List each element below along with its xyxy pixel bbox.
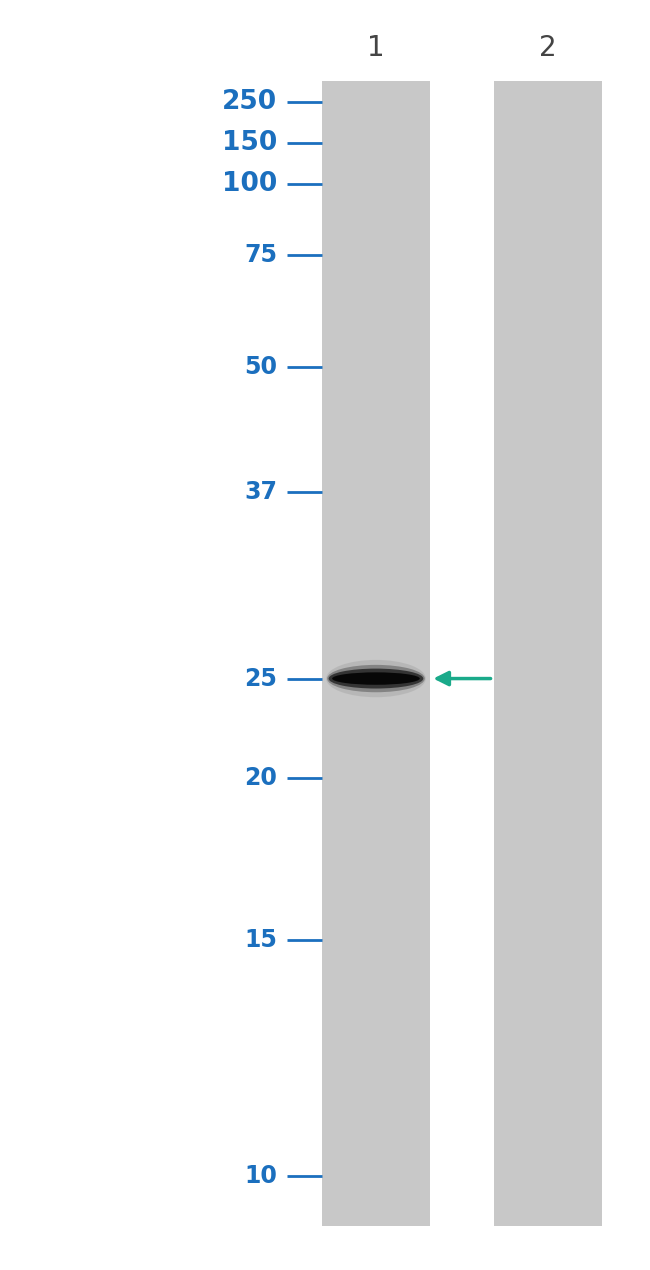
Ellipse shape [326, 660, 426, 697]
Text: 25: 25 [244, 667, 277, 691]
Bar [322, 81, 430, 1227]
Text: 10: 10 [244, 1165, 277, 1189]
Bar [494, 81, 602, 1227]
Ellipse shape [327, 665, 425, 692]
Text: 37: 37 [244, 480, 277, 504]
Text: 150: 150 [222, 131, 277, 156]
Text: 250: 250 [222, 89, 277, 116]
Text: 2: 2 [539, 34, 557, 62]
Ellipse shape [329, 668, 423, 688]
Ellipse shape [332, 672, 420, 685]
Text: 15: 15 [244, 928, 277, 952]
Text: 20: 20 [244, 766, 277, 790]
Text: 1: 1 [367, 34, 385, 62]
Text: 50: 50 [244, 356, 277, 380]
Text: 100: 100 [222, 171, 277, 197]
Text: 75: 75 [244, 244, 277, 268]
